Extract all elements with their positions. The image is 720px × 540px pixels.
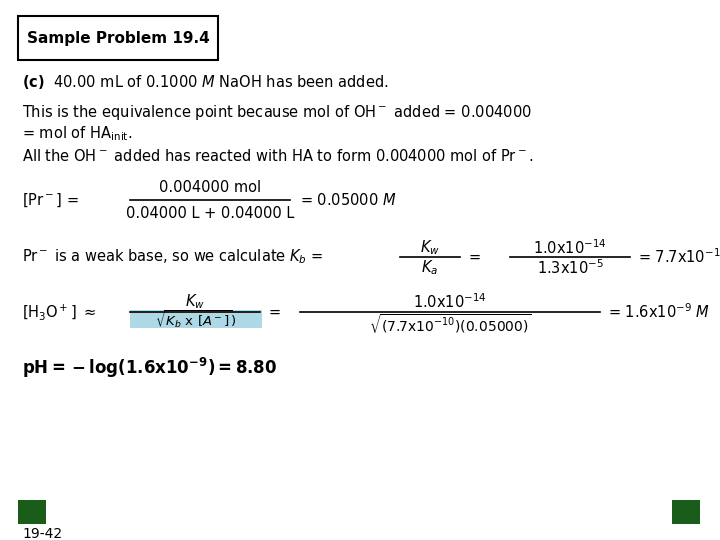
Bar — [18, 16, 218, 60]
Text: =: = — [268, 305, 280, 320]
Text: All the OH$^-$ added has reacted with HA to form 0.004000 mol of Pr$^-$.: All the OH$^-$ added has reacted with HA… — [22, 148, 534, 164]
Text: = 7.7x10$^{-10}$: = 7.7x10$^{-10}$ — [638, 248, 720, 266]
Text: 0.04000 L + 0.04000 L: 0.04000 L + 0.04000 L — [126, 206, 294, 220]
Text: $\sqrt{K_b\ \mathsf{x}\ [A^-]}$): $\sqrt{K_b\ \mathsf{x}\ [A^-]}$) — [156, 309, 237, 331]
Text: $K_w$: $K_w$ — [185, 293, 205, 312]
Text: = mol of HA$_\mathsf{init}$.: = mol of HA$_\mathsf{init}$. — [22, 125, 132, 143]
Text: [Pr$^-$] =: [Pr$^-$] = — [22, 191, 78, 208]
Text: $\sqrt{(7.7\mathrm{x}10^{-10})(0.05000)}$: $\sqrt{(7.7\mathrm{x}10^{-10})(0.05000)}… — [369, 312, 531, 336]
Text: 0.004000 mol: 0.004000 mol — [159, 180, 261, 195]
Text: $\bf{(c)}$  40.00 mL of 0.1000 $\mathit{M}$ NaOH has been added.: $\bf{(c)}$ 40.00 mL of 0.1000 $\mathit{M… — [22, 73, 388, 91]
Bar — [18, 500, 46, 524]
Text: = 1.6x10$^{-9}$ $\mathit{M}$: = 1.6x10$^{-9}$ $\mathit{M}$ — [608, 302, 710, 321]
Text: =: = — [468, 249, 480, 265]
Text: $K_a$: $K_a$ — [421, 259, 438, 278]
Text: 19-42: 19-42 — [22, 527, 62, 540]
Text: 1.0x10$^{-14}$: 1.0x10$^{-14}$ — [534, 239, 607, 258]
Text: = 0.05000 $\mathit{M}$: = 0.05000 $\mathit{M}$ — [300, 192, 396, 208]
Text: [H$_3$O$^+$] $\approx$: [H$_3$O$^+$] $\approx$ — [22, 302, 96, 322]
Bar — [130, 310, 262, 328]
Text: Sample Problem 19.4: Sample Problem 19.4 — [27, 30, 210, 45]
Text: This is the equivalence point because mol of OH$^-$ added = 0.004000: This is the equivalence point because mo… — [22, 103, 532, 122]
Text: $\bf{pH = -log(1.6x10^{-9}) = 8.80}$: $\bf{pH = -log(1.6x10^{-9}) = 8.80}$ — [22, 356, 277, 380]
Text: 1.3x10$^{-5}$: 1.3x10$^{-5}$ — [536, 259, 603, 278]
Text: $K_w$: $K_w$ — [420, 239, 440, 258]
Text: Pr$^-$ is a weak base, so we calculate $K_b$ =: Pr$^-$ is a weak base, so we calculate $… — [22, 248, 323, 266]
Text: 1.0x10$^{-14}$: 1.0x10$^{-14}$ — [413, 293, 487, 312]
Bar — [672, 500, 700, 524]
